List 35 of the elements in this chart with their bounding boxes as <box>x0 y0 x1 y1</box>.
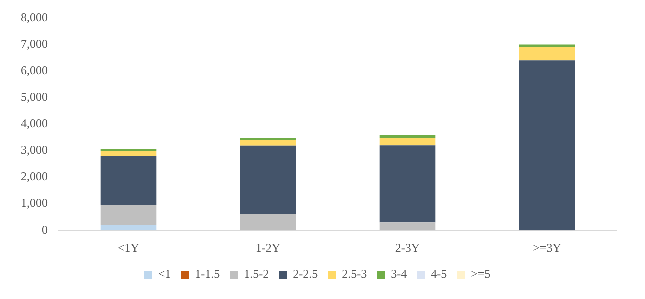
legend-label: 1-1.5 <box>195 267 220 282</box>
y-tick-label: 3,000 <box>21 143 48 158</box>
y-tick-label: 0 <box>42 222 48 237</box>
legend-label: 3-4 <box>391 267 408 282</box>
bar <box>519 60 576 231</box>
legend-label: 2-2.5 <box>293 267 318 282</box>
legend-label: 2.5-3 <box>342 267 368 282</box>
legend-label: 1.5-2 <box>244 267 270 282</box>
y-tick-label: 5,000 <box>21 90 48 104</box>
legend-label: <1 <box>158 267 172 282</box>
y-tick-label: 6,000 <box>21 63 48 78</box>
legend-label: 4-5 <box>431 267 448 282</box>
x-tick-label: 2-3Y <box>395 240 420 255</box>
y-tick-label: 1,000 <box>21 196 48 210</box>
x-tick-label: 1-2Y <box>256 240 281 255</box>
bar <box>100 205 157 226</box>
bar <box>380 138 436 146</box>
bar <box>380 222 436 231</box>
y-tick-label: 4,000 <box>21 116 48 131</box>
bar <box>100 156 157 206</box>
x-tick-label: <1Y <box>118 240 140 255</box>
y-tick-label: 2,000 <box>21 170 48 184</box>
bar <box>380 135 436 138</box>
bar <box>240 214 296 231</box>
legend-label: >=5 <box>471 267 491 282</box>
y-tick-label: 7,000 <box>21 36 48 51</box>
bar <box>240 146 296 214</box>
bar <box>100 151 157 157</box>
bar <box>519 44 576 48</box>
bar <box>240 140 296 146</box>
bar <box>519 47 576 61</box>
y-tick-label: 8,000 <box>21 10 48 24</box>
bar <box>100 225 157 231</box>
x-tick-label: >=3Y <box>533 240 562 255</box>
bar <box>380 146 436 223</box>
